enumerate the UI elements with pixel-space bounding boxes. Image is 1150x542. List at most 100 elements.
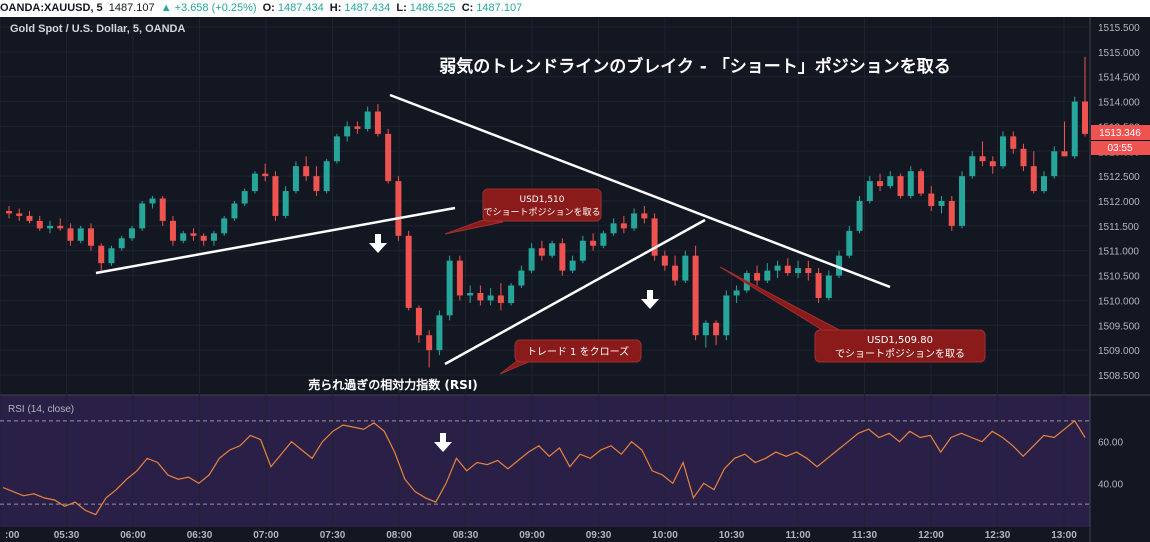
candle-body (26, 215, 33, 221)
down-arrow-icon (434, 433, 452, 452)
time-tick-label: 12:00 (918, 530, 944, 541)
candle-body (784, 265, 791, 274)
candle (538, 240, 545, 261)
candle-body (159, 198, 166, 221)
candle-body (918, 171, 925, 194)
candle (866, 176, 873, 204)
candle (1082, 56, 1088, 137)
price-tick-label: 1510.500 (1098, 272, 1140, 283)
close-label: C: (461, 2, 474, 14)
candle (569, 255, 576, 274)
candle-body (825, 275, 832, 298)
candle (836, 250, 843, 279)
candle-body (487, 295, 494, 301)
candle-body (57, 225, 64, 229)
callout-1-line2: でショートポジションを取る (483, 207, 600, 218)
rsi-tick-label: 40.00 (1098, 479, 1123, 490)
price-tick-label: 1511.000 (1098, 247, 1139, 258)
candle (1041, 171, 1048, 194)
candle-body (651, 218, 658, 256)
time-tick-label: :00 (5, 530, 20, 541)
candle-body (631, 213, 638, 229)
symbol-name[interactable]: OANDA:XAUUSD, 5 (0, 2, 103, 14)
candle-body (1000, 136, 1007, 167)
candle-body (323, 161, 330, 192)
candle (98, 243, 105, 271)
time-tick-label: 10:00 (652, 530, 678, 541)
candle-body (733, 290, 740, 296)
candle (67, 223, 74, 246)
candle-body (405, 235, 412, 308)
candle (210, 230, 217, 246)
candle (1061, 121, 1068, 157)
candle-body (538, 248, 545, 256)
price-tick-label: 1514.000 (1098, 98, 1140, 109)
candle (1020, 143, 1027, 172)
candle-body (6, 210, 12, 214)
candle-body (456, 260, 463, 296)
candle-body (938, 201, 945, 206)
candle-body (221, 218, 228, 234)
candle-body (549, 243, 556, 256)
up-arrow-icon: ▲ (160, 2, 172, 14)
candle (661, 250, 668, 271)
candle (969, 151, 976, 179)
price-chart[interactable]: 1515.5001515.0001514.5001514.0001513.500… (0, 17, 1150, 542)
candle (241, 188, 248, 206)
candle (272, 171, 279, 221)
candle (907, 166, 914, 199)
price-tick-label: 1510.000 (1098, 296, 1140, 307)
candle (979, 141, 986, 167)
candle-body (528, 248, 535, 271)
candle (784, 258, 791, 276)
candle-body (846, 230, 853, 256)
candle-body (692, 255, 699, 336)
candle-body (805, 268, 812, 274)
candle (610, 218, 617, 236)
candle (733, 285, 740, 303)
candle-body (610, 223, 617, 234)
candle-body (600, 233, 607, 246)
candle (887, 171, 894, 189)
candle (508, 283, 515, 306)
candle (631, 208, 638, 231)
support-trendline-2 (444, 218, 706, 366)
support-trendline-1 (95, 206, 456, 275)
rsi-indicator (0, 419, 1090, 516)
candle-body (149, 198, 156, 204)
candle-body (1020, 148, 1027, 167)
candle-body (272, 176, 279, 216)
candle-body (1061, 151, 1068, 157)
candle-body (559, 243, 566, 271)
candle-body (764, 270, 771, 281)
candle-body (210, 233, 217, 241)
symbol-header: OANDA:XAUUSD, 5 1487.107 ▲ +3.658 (+0.25%… (0, 0, 1150, 17)
candle-body (46, 225, 53, 229)
candle (200, 233, 207, 246)
candle-body (887, 176, 894, 187)
high-label: H: (329, 2, 342, 14)
close-value: 1487.107 (476, 2, 523, 14)
candle (579, 235, 586, 264)
candle (528, 243, 535, 274)
candle (1051, 146, 1058, 179)
candle (1030, 151, 1037, 194)
candle-body (292, 166, 299, 192)
candle (436, 310, 443, 356)
candle-body (374, 111, 381, 134)
time-tick-label: 09:00 (519, 530, 545, 541)
candle-body (303, 166, 310, 177)
candle-body (579, 240, 586, 261)
price-tick-label: 1514.500 (1098, 73, 1140, 84)
rsi-tick-label: 60.00 (1098, 438, 1123, 449)
candle (128, 225, 135, 241)
price-axis[interactable] (1090, 17, 1150, 542)
candle (374, 104, 381, 137)
time-tick-label: 06:00 (120, 530, 146, 541)
candle-body (344, 126, 351, 137)
candle-body (241, 191, 248, 204)
time-axis[interactable] (0, 527, 1090, 542)
candle (221, 215, 228, 236)
price-label: 1513.346 03:55 (1091, 125, 1150, 155)
price-tick-label: 1509.000 (1098, 346, 1140, 357)
